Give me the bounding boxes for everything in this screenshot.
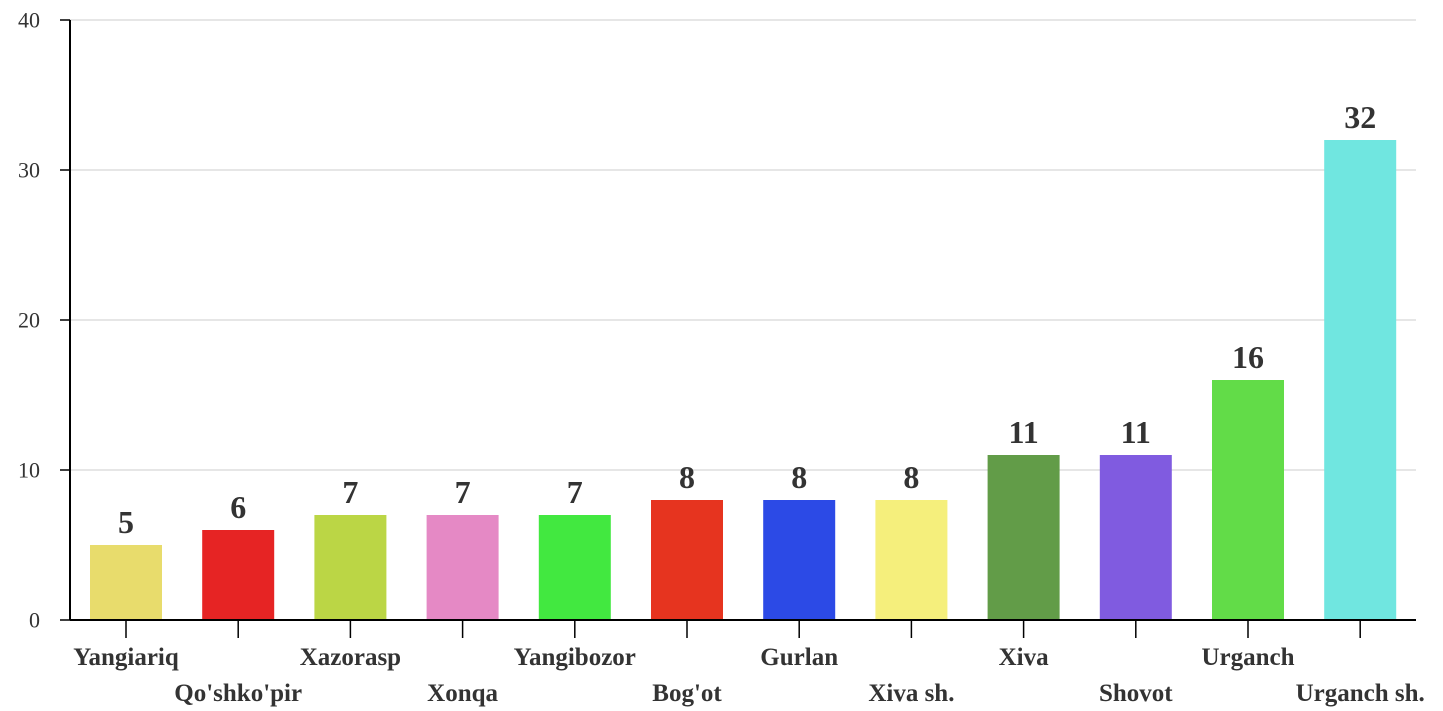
bar [763,500,836,620]
axes [60,19,1416,638]
bar [1212,380,1284,620]
value-label: 11 [1121,414,1151,450]
value-label: 6 [230,489,246,525]
bars [90,140,1397,620]
bar [875,500,948,620]
bar [202,530,275,620]
y-tick-label: 40 [18,8,40,33]
value-label: 8 [679,459,695,495]
category-label: Xazorasp [300,644,401,671]
category-label: Xiva [999,644,1050,671]
y-tick-label: 30 [18,158,40,183]
category-label: Bog'ot [652,680,722,707]
value-label: 7 [455,474,471,510]
category-label: Xonqa [427,680,498,707]
category-label: Urganch sh. [1296,680,1425,707]
value-label: 32 [1344,99,1376,135]
category-label: Qo'shko'pir [174,680,302,707]
value-label: 7 [567,474,583,510]
bar [651,500,723,620]
category-label: Yangiariq [73,644,179,671]
value-label: 5 [118,504,134,540]
category-label: Gurlan [760,644,838,671]
y-tick-label: 0 [29,608,40,633]
labels: 0 10 20 30 40 5 Yangiariq 6 Qo'shko'pir 7 Xazorasp… [18,8,1425,708]
bar [426,515,499,620]
y-tick-label: 20 [18,308,40,333]
bar [987,455,1060,620]
category-label: Yangibozor [514,644,636,671]
value-label: 7 [342,474,358,510]
value-label: 11 [1008,414,1038,450]
category-label: Shovot [1099,680,1173,707]
value-label: 8 [903,459,919,495]
bar [1324,140,1397,620]
gridlines [70,19,1416,471]
bar [314,515,387,620]
bar [538,515,611,620]
value-label: 8 [791,459,807,495]
y-tick-label: 10 [18,458,40,483]
category-label: Urganch [1201,644,1294,671]
value-label: 16 [1232,339,1264,375]
bar [1099,455,1172,620]
bar [90,545,162,620]
category-label: Xiva sh. [868,680,954,707]
